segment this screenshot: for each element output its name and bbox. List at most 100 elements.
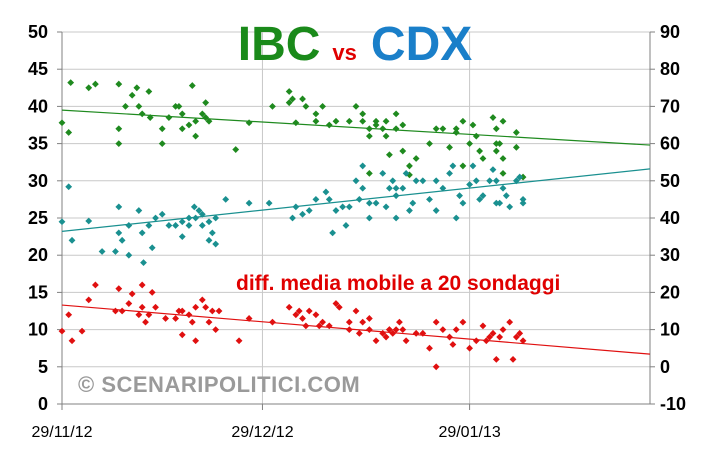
data-point [245,315,253,322]
data-point [235,337,243,345]
data-point [178,331,186,339]
data-point [65,311,73,319]
data-point [486,177,494,185]
data-point [502,192,510,200]
data-point [389,329,397,337]
data-point [452,125,460,133]
data-point [392,326,400,333]
data-point [446,333,453,341]
data-point [492,125,500,133]
right-tick-label: -10 [660,394,686,414]
left-tick-label: 15 [28,282,48,302]
data-point [138,110,146,118]
data-point [145,222,153,229]
data-point [58,119,66,127]
data-point [232,146,240,153]
data-point [466,344,473,352]
data-point [399,147,407,155]
data-point [432,207,440,214]
data-point [319,318,326,326]
data-point [392,125,400,133]
data-point [459,162,467,170]
data-point [92,80,99,88]
data-point [115,285,123,293]
data-point [379,125,387,133]
data-point [382,333,390,341]
data-point [202,99,210,107]
data-point [192,303,200,311]
data-point [202,303,210,311]
data-point [412,155,420,162]
right-tick-label: 90 [660,22,680,42]
data-point [365,315,373,322]
data-point [452,326,460,333]
data-point [406,162,413,170]
data-point [432,318,440,326]
data-point [312,110,320,118]
data-point [172,315,179,322]
data-point [372,199,380,207]
data-point [148,244,156,252]
data-point [469,121,477,129]
data-point [449,162,457,170]
data-point [165,114,173,121]
data-point [192,117,200,125]
data-point [392,184,400,192]
data-point [486,333,494,341]
data-point [222,196,230,203]
data-point [432,363,440,371]
data-point [312,117,320,125]
data-point [185,214,193,222]
data-point [432,177,440,185]
data-point [122,103,129,110]
data-point [472,177,480,185]
right-tick-label: 50 [660,171,680,191]
data-point [312,311,320,319]
left-axis: 0 5 10 15 20 25 30 35 40 45 50 [28,22,62,414]
data-point [469,162,477,170]
data-point [512,129,520,136]
data-point [115,203,123,211]
data-point [212,240,220,248]
data-point [466,181,473,188]
data-point [146,114,154,121]
data-point [118,236,126,244]
data-point [396,318,403,326]
data-point [322,188,330,196]
gridlines [61,31,651,405]
data-point [265,199,273,207]
data-point [355,329,363,337]
data-point [125,222,133,229]
data-point [389,177,397,185]
data-point [192,337,200,345]
data-point [295,307,303,315]
data-point [402,169,410,177]
data-point [419,177,427,185]
data-point [78,327,86,335]
data-point [65,129,73,136]
data-point [178,233,186,240]
data-point [299,210,306,218]
data-point [406,171,413,179]
data-point [365,326,373,333]
data-point [118,307,126,315]
data-point [426,344,433,352]
data-point [205,318,213,326]
data-point [479,322,487,330]
data-point [466,140,473,147]
data-point [365,214,373,222]
data-point [332,300,340,307]
data-point [305,207,313,214]
data-point [399,326,407,333]
data-point [85,296,93,304]
left-tick-label: 50 [28,22,48,42]
data-point [133,84,141,92]
data-point [190,203,198,211]
data-point [382,117,390,125]
data-point [192,214,200,222]
data-point [135,207,143,214]
x-tick-label: 29/11/12 [31,424,92,441]
data-point [135,311,143,319]
data-point [365,132,373,140]
data-point [516,173,524,181]
